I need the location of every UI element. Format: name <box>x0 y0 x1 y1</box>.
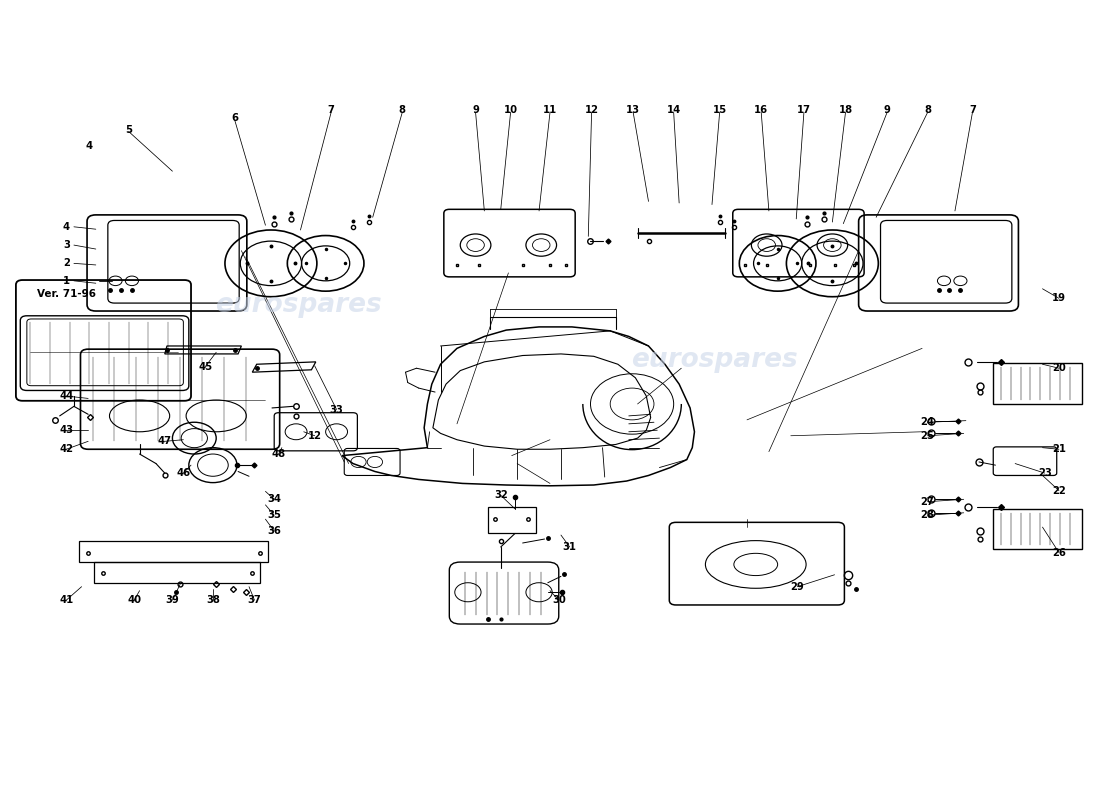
Text: 33: 33 <box>330 405 343 414</box>
Text: 12: 12 <box>584 105 598 115</box>
Text: 34: 34 <box>267 494 282 504</box>
Text: eurospares: eurospares <box>214 292 382 318</box>
Text: 47: 47 <box>157 436 172 446</box>
Text: 28: 28 <box>921 510 935 520</box>
Text: 29: 29 <box>791 582 804 592</box>
Text: 32: 32 <box>494 490 507 500</box>
Text: 37: 37 <box>248 595 262 605</box>
Text: 22: 22 <box>1052 486 1066 495</box>
Text: 43: 43 <box>59 425 74 435</box>
Text: 9: 9 <box>883 105 891 115</box>
Text: 7: 7 <box>328 105 334 115</box>
Text: 36: 36 <box>267 526 282 536</box>
Text: 24: 24 <box>921 418 935 427</box>
Text: 15: 15 <box>713 105 727 115</box>
Text: 46: 46 <box>176 468 190 478</box>
Text: 18: 18 <box>838 105 853 115</box>
Text: 12: 12 <box>308 430 321 441</box>
Text: 26: 26 <box>1052 547 1066 558</box>
Text: 44: 44 <box>59 391 74 401</box>
Text: 19: 19 <box>1052 294 1066 303</box>
Text: 42: 42 <box>59 444 74 454</box>
Text: eurospares: eurospares <box>630 347 798 374</box>
Text: 1: 1 <box>63 276 69 286</box>
Text: 25: 25 <box>921 430 935 441</box>
Text: 40: 40 <box>128 595 141 605</box>
Text: 27: 27 <box>921 497 935 506</box>
Text: 39: 39 <box>165 595 179 605</box>
Text: 4: 4 <box>86 141 92 150</box>
Text: 38: 38 <box>206 595 220 605</box>
Text: 30: 30 <box>552 595 565 605</box>
Text: 48: 48 <box>272 449 286 459</box>
Text: 5: 5 <box>125 125 132 135</box>
Text: 8: 8 <box>398 105 406 115</box>
Text: 3: 3 <box>63 240 69 250</box>
Text: 16: 16 <box>755 105 768 115</box>
Text: 11: 11 <box>543 105 557 115</box>
Text: 31: 31 <box>563 542 576 552</box>
Text: 20: 20 <box>1052 363 1066 374</box>
Text: 17: 17 <box>796 105 811 115</box>
Text: 10: 10 <box>504 105 518 115</box>
Text: 2: 2 <box>63 258 69 268</box>
Text: 4: 4 <box>63 222 69 232</box>
Text: 13: 13 <box>626 105 640 115</box>
Text: 41: 41 <box>59 595 74 605</box>
Text: 45: 45 <box>198 362 212 372</box>
Text: 14: 14 <box>667 105 681 115</box>
Text: 8: 8 <box>924 105 931 115</box>
Text: 21: 21 <box>1052 444 1066 454</box>
Text: 9: 9 <box>472 105 478 115</box>
Text: 23: 23 <box>1037 468 1052 478</box>
Text: Ver. 71-96: Ver. 71-96 <box>36 290 96 299</box>
Text: 6: 6 <box>231 113 239 123</box>
Text: 7: 7 <box>969 105 976 115</box>
Text: 35: 35 <box>267 510 282 520</box>
